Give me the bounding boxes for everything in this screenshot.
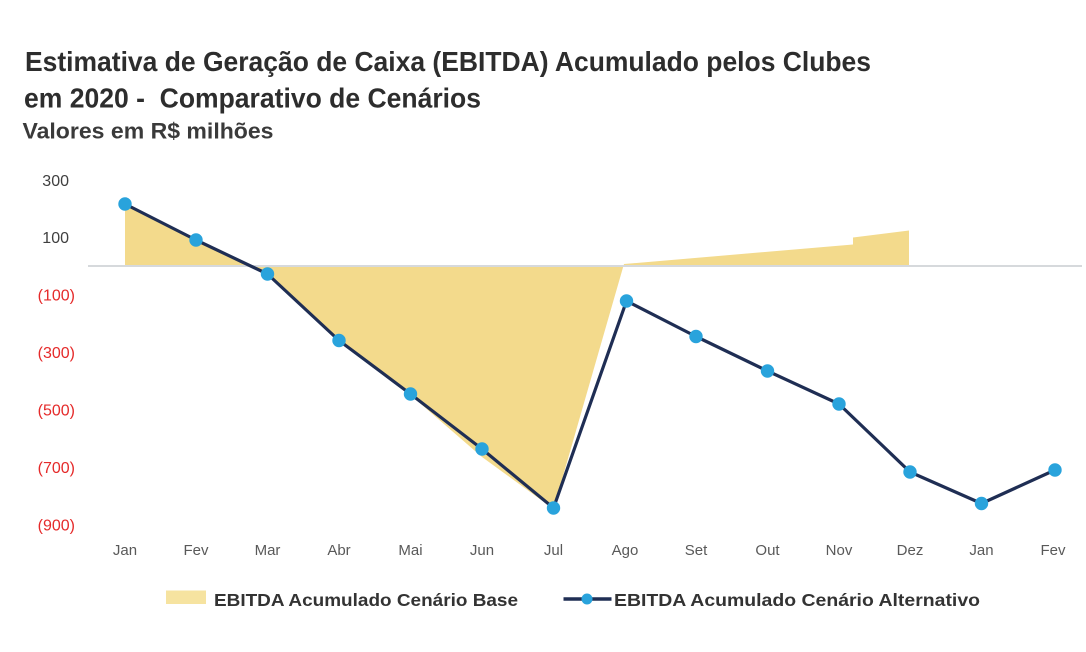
- svg-text:Nov: Nov: [826, 542, 853, 559]
- svg-text:Estimativa de Geração de Caixa: Estimativa de Geração de Caixa (EBITDA) …: [25, 46, 871, 77]
- svg-text:Jan: Jan: [969, 542, 993, 559]
- svg-text:(500): (500): [38, 403, 75, 420]
- svg-text:EBITDA Acumulado Cenário Base: EBITDA Acumulado Cenário Base: [214, 590, 518, 610]
- svg-text:Valores em R$ milhões: Valores em R$ milhões: [23, 119, 274, 144]
- svg-text:Jun: Jun: [470, 542, 494, 559]
- svg-text:Ago: Ago: [612, 542, 639, 559]
- svg-text:Out: Out: [755, 542, 780, 559]
- svg-text:Dez: Dez: [897, 542, 924, 559]
- svg-text:Abr: Abr: [327, 542, 350, 559]
- svg-text:Fev: Fev: [183, 542, 209, 559]
- svg-text:(900): (900): [38, 518, 75, 535]
- svg-text:EBITDA Acumulado Cenário Alter: EBITDA Acumulado Cenário Alternativo: [614, 590, 980, 610]
- svg-text:(700): (700): [38, 460, 75, 477]
- svg-text:(100): (100): [38, 288, 75, 305]
- svg-text:Jul: Jul: [544, 542, 563, 559]
- svg-text:Jan: Jan: [113, 542, 137, 559]
- svg-text:100: 100: [42, 230, 69, 247]
- svg-text:(300): (300): [38, 345, 75, 362]
- svg-text:em 2020 - Comparativo de Cená: em 2020 - Comparativo de Cenários: [24, 83, 481, 114]
- svg-text:Mar: Mar: [255, 542, 281, 559]
- svg-text:Mai: Mai: [398, 542, 422, 559]
- svg-text:Fev: Fev: [1040, 542, 1066, 559]
- svg-text:Set: Set: [685, 542, 708, 559]
- svg-text:300: 300: [42, 173, 69, 190]
